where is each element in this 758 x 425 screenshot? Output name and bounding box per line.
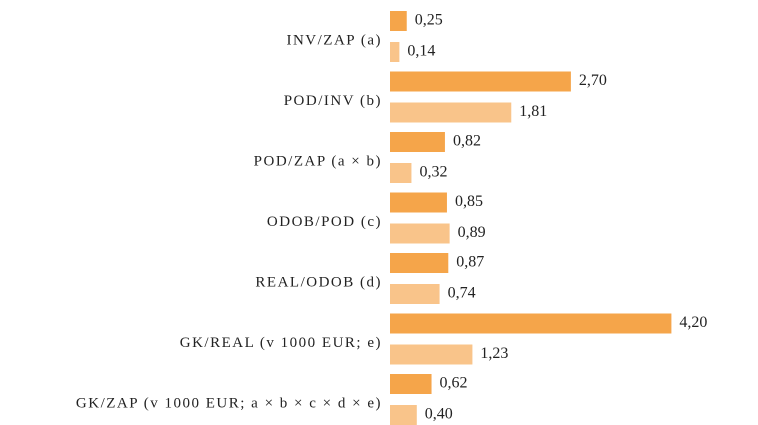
value-label: 0,74 [448, 285, 476, 302]
category-label: REAL/ODOB (d) [255, 274, 382, 290]
value-label: 0,40 [425, 406, 453, 423]
category-label: GK/ZAP (v 1000 EUR; a × b × c × d × e) [76, 395, 382, 411]
bar [390, 192, 447, 213]
value-label: 2,70 [579, 72, 607, 89]
bar [390, 374, 432, 394]
bar [390, 42, 400, 62]
value-label: 0,25 [415, 12, 443, 29]
value-label: 0,32 [419, 164, 447, 181]
category-label: ODOB/POD (c) [267, 214, 382, 230]
value-label: 0,82 [453, 133, 481, 150]
bar [390, 223, 450, 244]
bar [390, 344, 473, 365]
bar [390, 163, 412, 183]
bar [390, 71, 571, 92]
category-label: GK/REAL (v 1000 EUR; e) [180, 335, 382, 351]
bar [390, 405, 417, 425]
bar [390, 313, 672, 334]
bar [390, 102, 512, 123]
category-label: POD/ZAP (a × b) [254, 153, 382, 169]
value-label: 1,81 [519, 103, 547, 120]
value-label: 0,85 [455, 193, 483, 210]
value-label: 0,87 [456, 254, 484, 271]
bar [390, 132, 445, 152]
value-label: 0,89 [458, 224, 486, 241]
bar [390, 253, 449, 273]
value-label: 0,62 [440, 375, 468, 392]
bar [390, 11, 407, 31]
value-label: 1,23 [480, 345, 508, 362]
category-label: INV/ZAP (a) [286, 32, 382, 48]
value-label: 4,20 [679, 314, 707, 331]
bar [390, 284, 440, 304]
value-label: 0,14 [407, 43, 435, 60]
category-label: POD/INV (b) [284, 93, 382, 109]
